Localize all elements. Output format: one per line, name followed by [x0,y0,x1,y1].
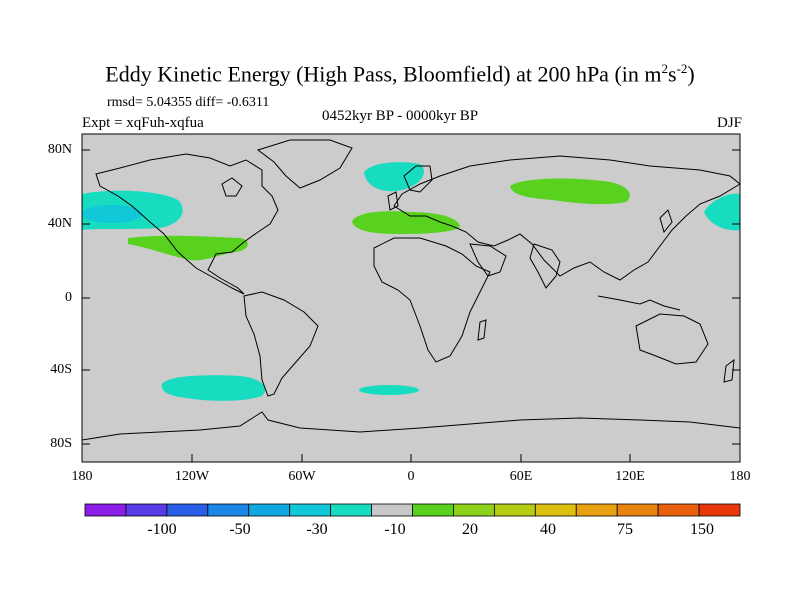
lon-label-180w: 180 [71,469,93,484]
colorbar-label: 150 [690,521,714,538]
colorbar-label: 20 [462,521,478,538]
lon-label-120e: 120E [615,469,645,484]
lon-label-0: 0 [407,469,415,484]
scandinavia [403,165,433,193]
colorbar-swatch [84,503,127,517]
north-america [95,153,279,295]
colorbar-swatch [330,503,372,517]
colorbar-swatch [125,503,168,517]
colorbar-label: -10 [384,521,406,538]
british-isles [387,191,399,211]
colorbar-swatch [534,503,577,517]
colorbar-swatch [657,503,700,517]
anomaly-central-asia [510,178,630,205]
south-america [243,291,319,397]
axis-ticks [81,149,741,462]
colorbar-label: 75 [617,521,633,538]
new-zealand [723,358,735,383]
colorbar [84,503,741,517]
lat-label-80n: 80N [47,142,72,157]
arabia [469,243,507,277]
madagascar [477,319,487,341]
colorbar-swatch [371,503,413,517]
anomaly-north-pacific-core [82,205,142,223]
colorbar-swatch [166,503,209,517]
maritime-islands [597,295,681,311]
colorbar-swatch [248,503,291,517]
colorbar-label: -50 [229,521,251,538]
indian-subcontinent [529,243,561,289]
lon-label-180e: 180 [729,469,751,484]
anomaly-contours [82,162,740,401]
australia [635,313,709,365]
lat-label-80s: 80S [50,436,72,451]
anomaly-mediterranean [352,211,460,234]
season-label: DJF [716,115,742,131]
colorbar-swatch [207,503,250,517]
colorbar-label: -30 [306,521,328,538]
africa [373,237,491,363]
japan [659,209,673,234]
stats-line: rmsd= 5.04355 diff= -0.6311 [107,95,270,110]
greenland [256,139,353,189]
coastlines [81,139,741,441]
colorbar-swatch [453,503,495,517]
lon-label-60e: 60E [509,469,533,484]
experiment-label: Expt = xqFuh-xqfua [82,115,204,131]
anomaly-north-atlantic [364,162,424,192]
colorbar-swatch [412,503,454,517]
antarctica [81,411,741,441]
hudson-bay [221,177,243,197]
colorbar-swatch [575,503,618,517]
eurasia [393,155,741,281]
anomaly-north-pacific-east [704,193,740,231]
lat-label-40n: 40N [47,216,72,231]
colorbar-swatch [698,503,741,517]
period-label: 0452kyr BP - 0000kyr BP [321,108,479,124]
colorbar-swatch [493,503,536,517]
colorbar-swatch [289,503,332,517]
lat-label-0: 0 [65,290,72,305]
lon-label-120w: 120W [174,469,210,484]
colorbar-label: -100 [147,521,177,538]
colorbar-swatch [616,503,659,517]
lon-label-60w: 60W [288,469,316,484]
anomaly-south-atlantic [359,385,419,395]
lat-label-40s: 40S [50,362,72,377]
colorbar-label: 40 [540,521,556,538]
anomaly-south-pacific [161,375,266,401]
chart-title: Eddy Kinetic Energy (High Pass, Bloomfie… [105,61,695,87]
